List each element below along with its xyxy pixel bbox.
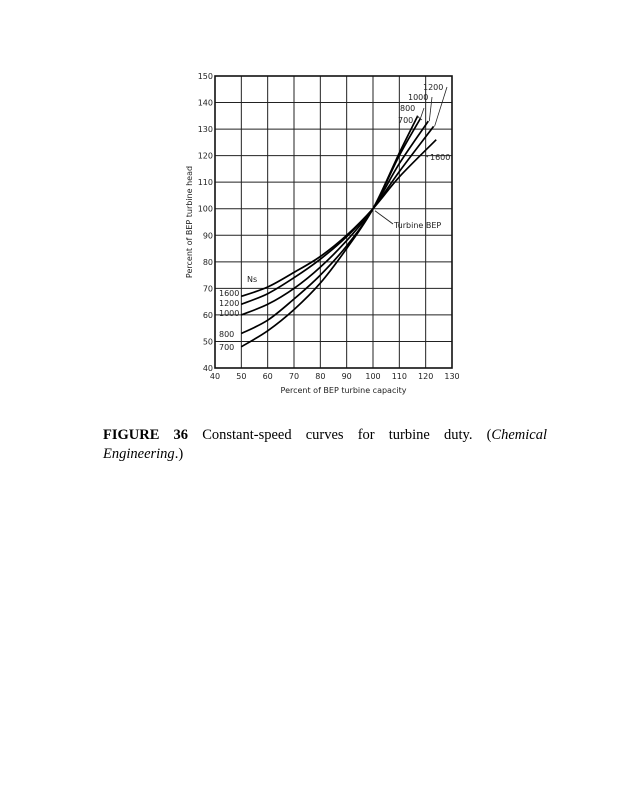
y-axis-label: Percent of BEP turbine head bbox=[185, 166, 194, 278]
plot-frame bbox=[214, 75, 453, 369]
left-curve-label: 800 bbox=[219, 330, 234, 339]
right-curve-label: 1000 bbox=[408, 93, 428, 102]
bep-label: Turbine BEP bbox=[393, 221, 441, 230]
y-tick-label: 90 bbox=[203, 231, 213, 240]
y-tick-label: 50 bbox=[203, 337, 213, 346]
right-label-leader bbox=[425, 155, 429, 158]
y-tick-label: 150 bbox=[198, 72, 213, 81]
x-axis-label: Percent of BEP turbine capacity bbox=[281, 386, 407, 395]
right-curve-label: 700 bbox=[398, 116, 413, 125]
y-tick-label: 110 bbox=[198, 178, 213, 187]
series-line-1600 bbox=[241, 139, 437, 298]
ns-legend-title: Ns bbox=[247, 275, 257, 284]
x-tick-label: 70 bbox=[289, 372, 299, 381]
x-tick-label: 60 bbox=[263, 372, 273, 381]
right-label-leader bbox=[428, 96, 433, 122]
y-tick-label: 60 bbox=[203, 311, 213, 320]
figure-label: FIGURE 36 bbox=[103, 427, 189, 443]
caption-end: .) bbox=[174, 446, 184, 462]
right-label-leader bbox=[416, 115, 423, 121]
x-tick-label: 130 bbox=[444, 372, 459, 381]
right-label-leader bbox=[434, 86, 448, 127]
bep-leader-line bbox=[374, 210, 394, 225]
series-line-800 bbox=[240, 118, 422, 335]
y-tick-label: 40 bbox=[203, 364, 213, 373]
chart-series bbox=[240, 115, 437, 348]
x-tick-label: 50 bbox=[236, 372, 246, 381]
right-curve-label: 800 bbox=[400, 104, 415, 113]
y-tick-label: 70 bbox=[203, 284, 213, 293]
x-tick-label: 110 bbox=[392, 372, 407, 381]
x-tick-label: 90 bbox=[342, 372, 352, 381]
x-tick-label: 40 bbox=[210, 372, 220, 381]
x-tick-label: 80 bbox=[315, 372, 325, 381]
right-curve-label: 1200 bbox=[423, 83, 443, 92]
left-curve-label: 1000 bbox=[219, 309, 239, 318]
caption-text: Constant-speed curves for turbine duty. … bbox=[188, 427, 492, 443]
right-curve-label: 1600 bbox=[430, 153, 450, 162]
y-tick-label: 120 bbox=[198, 152, 213, 161]
series-line-1000 bbox=[240, 120, 430, 316]
left-curve-label: 1600 bbox=[219, 289, 239, 298]
y-tick-label: 140 bbox=[198, 99, 213, 108]
y-tick-label: 130 bbox=[198, 125, 213, 134]
series-line-700 bbox=[240, 115, 419, 348]
y-tick-label: 100 bbox=[198, 205, 213, 214]
left-curve-label: 700 bbox=[219, 343, 234, 352]
caption-source: Chemical Engineering bbox=[103, 427, 547, 462]
series-line-1200 bbox=[240, 125, 435, 306]
chart-ticks: 40 50 60 70 80 90 100 110 120 130 40 50 60 70 80 90 100 1… bbox=[198, 72, 460, 381]
figure-caption: FIGURE 36 Constant-speed curves for turb… bbox=[103, 426, 547, 464]
x-tick-label: 100 bbox=[365, 372, 380, 381]
turbine-duty-chart: 40 50 60 70 80 90 100 110 120 130 40 50 60 70 80 90 100 1… bbox=[185, 72, 460, 395]
x-tick-label: 120 bbox=[418, 372, 433, 381]
right-label-leader bbox=[420, 107, 425, 119]
chart-grid bbox=[214, 75, 453, 369]
y-tick-label: 80 bbox=[203, 258, 213, 267]
left-curve-label: 1200 bbox=[219, 299, 239, 308]
